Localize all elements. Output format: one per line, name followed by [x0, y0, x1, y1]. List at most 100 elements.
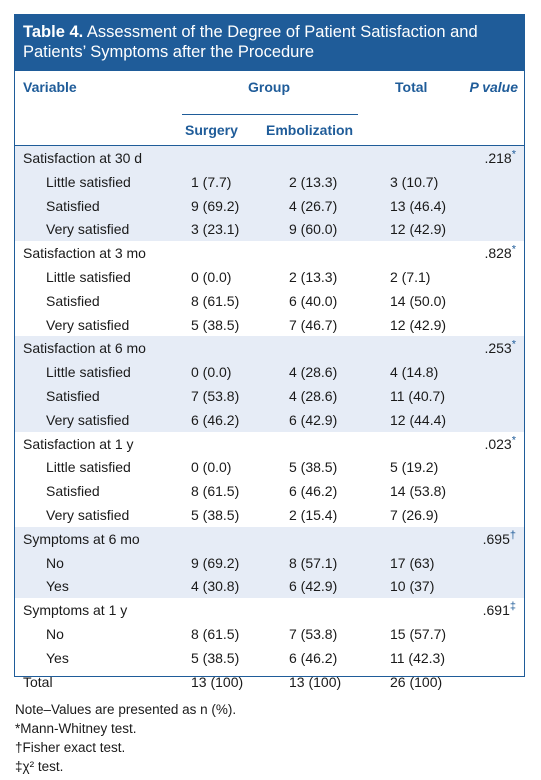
cell-total: 14 (53.8) [390, 483, 447, 500]
cell-embolization: 4 (26.7) [289, 197, 338, 214]
cell-p-value: .218 [484, 150, 512, 166]
cell-total: 10 (37) [390, 578, 435, 595]
cell-variable: Satisfied [46, 483, 100, 500]
table-row: Very satisfied 3 (23.1) 9 (60.0) 12 (42.9) [15, 217, 524, 242]
cell-p-value: .023 [484, 435, 512, 452]
cell-variable: Very satisfied [46, 411, 130, 428]
table-row: Very satisfied 5 (38.5) 7 (46.7) 12 (42.9) [15, 313, 524, 337]
footnote-marker: † [509, 529, 516, 542]
header-total: Total [395, 79, 428, 95]
note-line: *Mann-Whitney test. [15, 721, 137, 736]
cell-total: 5 (19.2) [390, 459, 439, 476]
footnote-marker: * [511, 433, 516, 446]
table-group-row: Symptoms at 1 y .691‡ [15, 598, 524, 622]
cell-surgery: 7 (53.8) [191, 387, 240, 404]
cell-surgery: 6 (46.2) [191, 411, 240, 428]
cell-surgery: 3 (23.1) [191, 221, 240, 238]
cell-variable: Satisfaction at 3 mo [23, 245, 146, 262]
note-line: ‡χ² test. [15, 759, 64, 774]
cell-variable: Symptoms at 1 y [23, 602, 128, 619]
cell-surgery: 13 (100) [191, 673, 244, 690]
cell-embolization: 8 (57.1) [289, 554, 338, 571]
cell-surgery: 0 (0.0) [191, 268, 232, 285]
table-body: Satisfaction at 30 d .218* Little satisfie… [15, 146, 524, 693]
cell-surgery: 8 (61.5) [191, 292, 240, 309]
cell-total: 4 (14.8) [390, 364, 439, 381]
cell-p-value-wrap: .828* [484, 243, 516, 262]
cell-p-value: .828 [484, 245, 512, 262]
cell-total: 12 (42.9) [390, 221, 447, 238]
cell-embolization: 2 (13.3) [289, 173, 338, 190]
cell-p-value: .691 [482, 602, 510, 619]
cell-variable: Little satisfied [46, 364, 131, 381]
table-group-row: Satisfaction at 30 d .218* [15, 146, 524, 170]
note-line: †Fisher exact test. [15, 740, 126, 755]
cell-surgery: 1 (7.7) [191, 173, 232, 190]
cell-variable: Symptoms at 6 mo [23, 530, 140, 547]
table-title: Table 4. Assessment of the Degree of Pat… [15, 15, 524, 71]
table-row: Total 13 (100) 13 (100) 26 (100) [15, 670, 524, 694]
cell-total: 15 (57.7) [390, 625, 447, 642]
cell-variable: Satisfaction at 1 y [23, 435, 134, 452]
cell-surgery: 8 (61.5) [191, 625, 240, 642]
cell-embolization: 4 (28.6) [289, 387, 338, 404]
cell-embolization: 9 (60.0) [289, 221, 338, 238]
cell-surgery: 8 (61.5) [191, 483, 240, 500]
cell-total: 3 (10.7) [390, 173, 439, 190]
cell-variable: Very satisfied [46, 506, 130, 523]
cell-embolization: 4 (28.6) [289, 364, 338, 381]
table-group-row: Satisfaction at 6 mo .253* [15, 336, 524, 361]
cell-variable: Little satisfied [46, 268, 131, 285]
cell-variable: Yes [46, 649, 69, 666]
cell-embolization: 2 (13.3) [289, 268, 338, 285]
cell-p-value: .253 [484, 340, 512, 357]
cell-p-value-wrap: .691‡ [482, 601, 516, 619]
cell-variable: Little satisfied [46, 459, 131, 476]
cell-embolization: 5 (38.5) [289, 459, 338, 476]
cell-total: 7 (26.9) [390, 506, 439, 523]
header-variable: Variable [23, 79, 77, 95]
cell-surgery: 0 (0.0) [191, 364, 232, 381]
cell-embolization: 13 (100) [289, 673, 342, 690]
cell-embolization: 6 (46.2) [289, 483, 338, 500]
cell-p-value-wrap: .253* [484, 338, 516, 357]
cell-surgery: 0 (0.0) [191, 459, 232, 476]
table-row: Satisfied 8 (61.5) 6 (40.0) 14 (50.0) [15, 289, 524, 313]
cell-p-value-wrap: .023* [484, 433, 516, 452]
cell-surgery: 5 (38.5) [191, 506, 240, 523]
table-row: No 8 (61.5) 7 (53.8) 15 (57.7) [15, 622, 524, 646]
cell-variable: Total [23, 673, 53, 690]
cell-total: 13 (46.4) [390, 197, 447, 214]
cell-total: 17 (63) [390, 554, 435, 571]
header-surgery: Surgery [185, 122, 238, 138]
cell-variable: Little satisfied [46, 173, 131, 190]
footnote-marker: * [511, 243, 516, 256]
table-row: Little satisfied 0 (0.0) 4 (28.6) 4 (14.8) [15, 360, 524, 384]
table-frame: Table 4. Assessment of the Degree of Pat… [14, 14, 525, 690]
cell-variable: No [46, 554, 64, 571]
cell-embolization: 6 (42.9) [289, 578, 338, 595]
table-row: Satisfied 9 (69.2) 4 (26.7) 13 (46.4) [15, 193, 524, 218]
header-embolization: Embolization [266, 122, 354, 138]
table-group-row: Satisfaction at 1 y .023* [15, 432, 524, 456]
header-p-value: P value [469, 79, 518, 95]
cell-embolization: 2 (15.4) [289, 506, 338, 523]
cell-embolization: 7 (46.7) [289, 316, 338, 333]
table-title-text: Assessment of the Degree of Patient Sati… [23, 23, 478, 61]
cell-p-value-wrap: .695† [482, 529, 516, 547]
cell-total: 26 (100) [390, 673, 443, 690]
footnote-marker: * [511, 148, 516, 161]
table-row: Yes 5 (38.5) 6 (46.2) 11 (42.3) [15, 646, 524, 670]
table-row: Satisfied 8 (61.5) 6 (46.2) 14 (53.8) [15, 479, 524, 503]
cell-p-value: .695 [482, 530, 510, 547]
cell-total: 11 (40.7) [390, 387, 445, 404]
cell-surgery: 4 (30.8) [191, 578, 240, 595]
cell-embolization: 6 (40.0) [289, 292, 338, 309]
footnote-marker: * [511, 338, 516, 351]
cell-total: 2 (7.1) [390, 268, 431, 285]
table-row: Satisfied 7 (53.8) 4 (28.6) 11 (40.7) [15, 383, 524, 408]
cell-variable: Satisfaction at 30 d [23, 150, 143, 166]
cell-embolization: 6 (42.9) [289, 411, 338, 428]
table-notes: Note–Values are presented as n (%). *Man… [15, 700, 236, 776]
cell-variable: No [46, 625, 64, 642]
